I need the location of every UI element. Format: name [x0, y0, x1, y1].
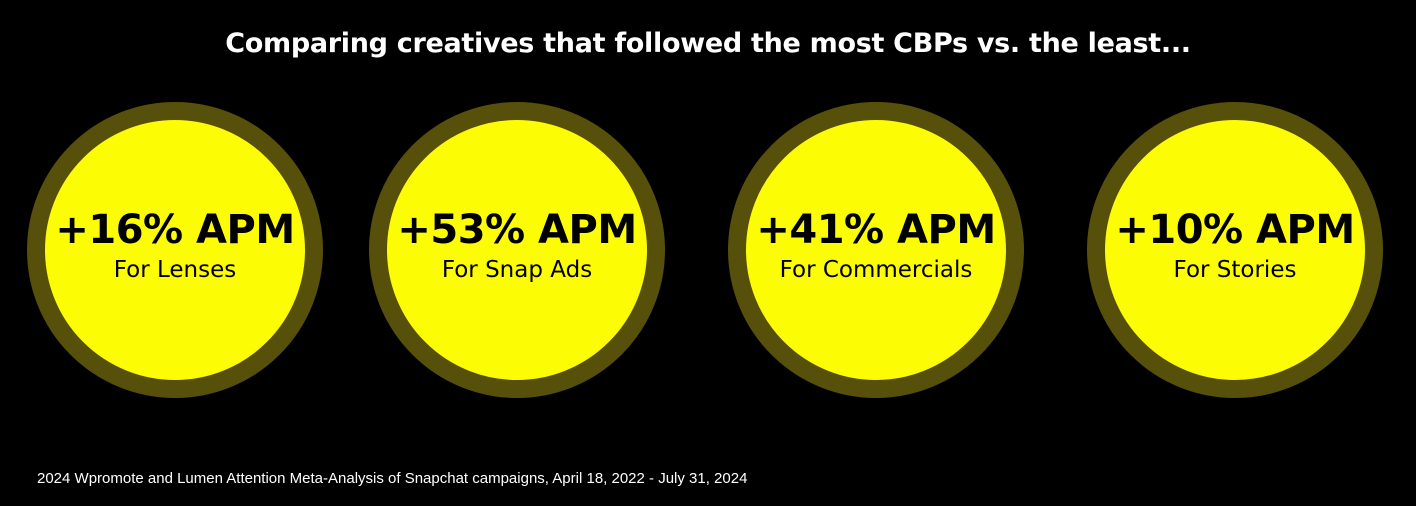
stat-label: For Snap Ads [441, 257, 593, 283]
stat-circle-stories: +10% APM For Stories [1087, 102, 1383, 398]
stat-value: +41% APM [756, 207, 996, 253]
stat-circle-commercials: +41% APM For Commercials [728, 102, 1024, 398]
stat-label: For Commercials [779, 257, 973, 283]
stat-value: +53% APM [397, 207, 637, 253]
stat-label: For Stories [1173, 257, 1297, 283]
stat-value: +10% APM [1115, 207, 1355, 253]
stat-value: +16% APM [55, 207, 295, 253]
stat-circle-snap-ads: +53% APM For Snap Ads [369, 102, 665, 398]
headline: Comparing creatives that followed the mo… [225, 28, 1191, 59]
stat-circle-lenses: +16% APM For Lenses [27, 102, 323, 398]
source-note: 2024 Wpromote and Lumen Attention Meta-A… [37, 470, 748, 487]
stat-label: For Lenses [113, 257, 237, 283]
